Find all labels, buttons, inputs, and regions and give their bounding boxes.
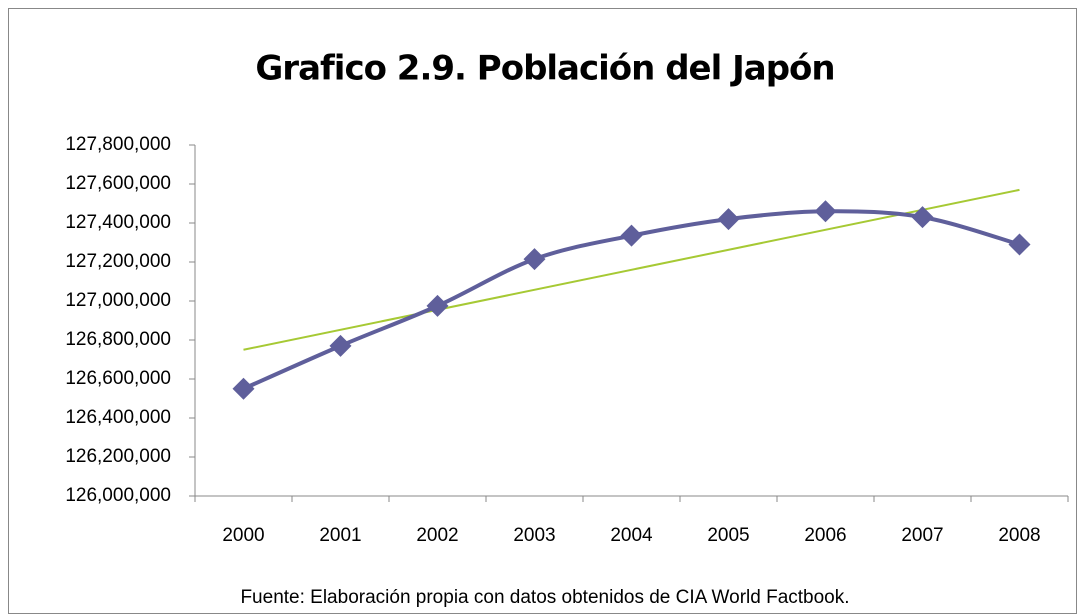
x-tick-label: 2008 (998, 525, 1040, 546)
x-tick-label: 2002 (416, 525, 458, 546)
marker (329, 334, 352, 357)
y-tick-label: 126,000,000 (65, 485, 171, 506)
chart-frame (8, 8, 1077, 614)
y-tick-label: 126,800,000 (65, 329, 171, 350)
x-tick-label: 2006 (804, 525, 846, 546)
y-tick-label: 126,200,000 (65, 446, 171, 467)
y-tick-label: 126,600,000 (65, 368, 171, 389)
marker (814, 200, 837, 223)
y-tick-label: 126,400,000 (65, 407, 171, 428)
marker (1008, 233, 1031, 256)
marker (911, 206, 934, 229)
y-tick-label: 127,000,000 (65, 290, 171, 311)
x-tick-label: 2005 (707, 525, 749, 546)
marker (232, 377, 255, 400)
x-tick-label: 2004 (610, 525, 653, 546)
trendline (243, 188, 1020, 351)
source-note: Fuente: Elaboración propia con datos obt… (240, 587, 849, 608)
y-tick-label: 127,400,000 (65, 212, 171, 233)
x-tick-label: 2007 (901, 525, 943, 546)
x-tick-label: 2001 (319, 525, 361, 546)
x-tick-label: 2000 (222, 525, 264, 546)
marker (426, 294, 449, 317)
chart-title: Grafico 2.9. Población del Japón (255, 49, 834, 89)
y-tick-label: 127,600,000 (65, 173, 171, 194)
x-tick-label: 2003 (513, 525, 555, 546)
y-tick-label: 127,200,000 (65, 251, 171, 272)
y-tick-label: 127,800,000 (65, 134, 171, 155)
marker (620, 224, 643, 247)
marker (523, 248, 546, 271)
marker (717, 208, 740, 231)
